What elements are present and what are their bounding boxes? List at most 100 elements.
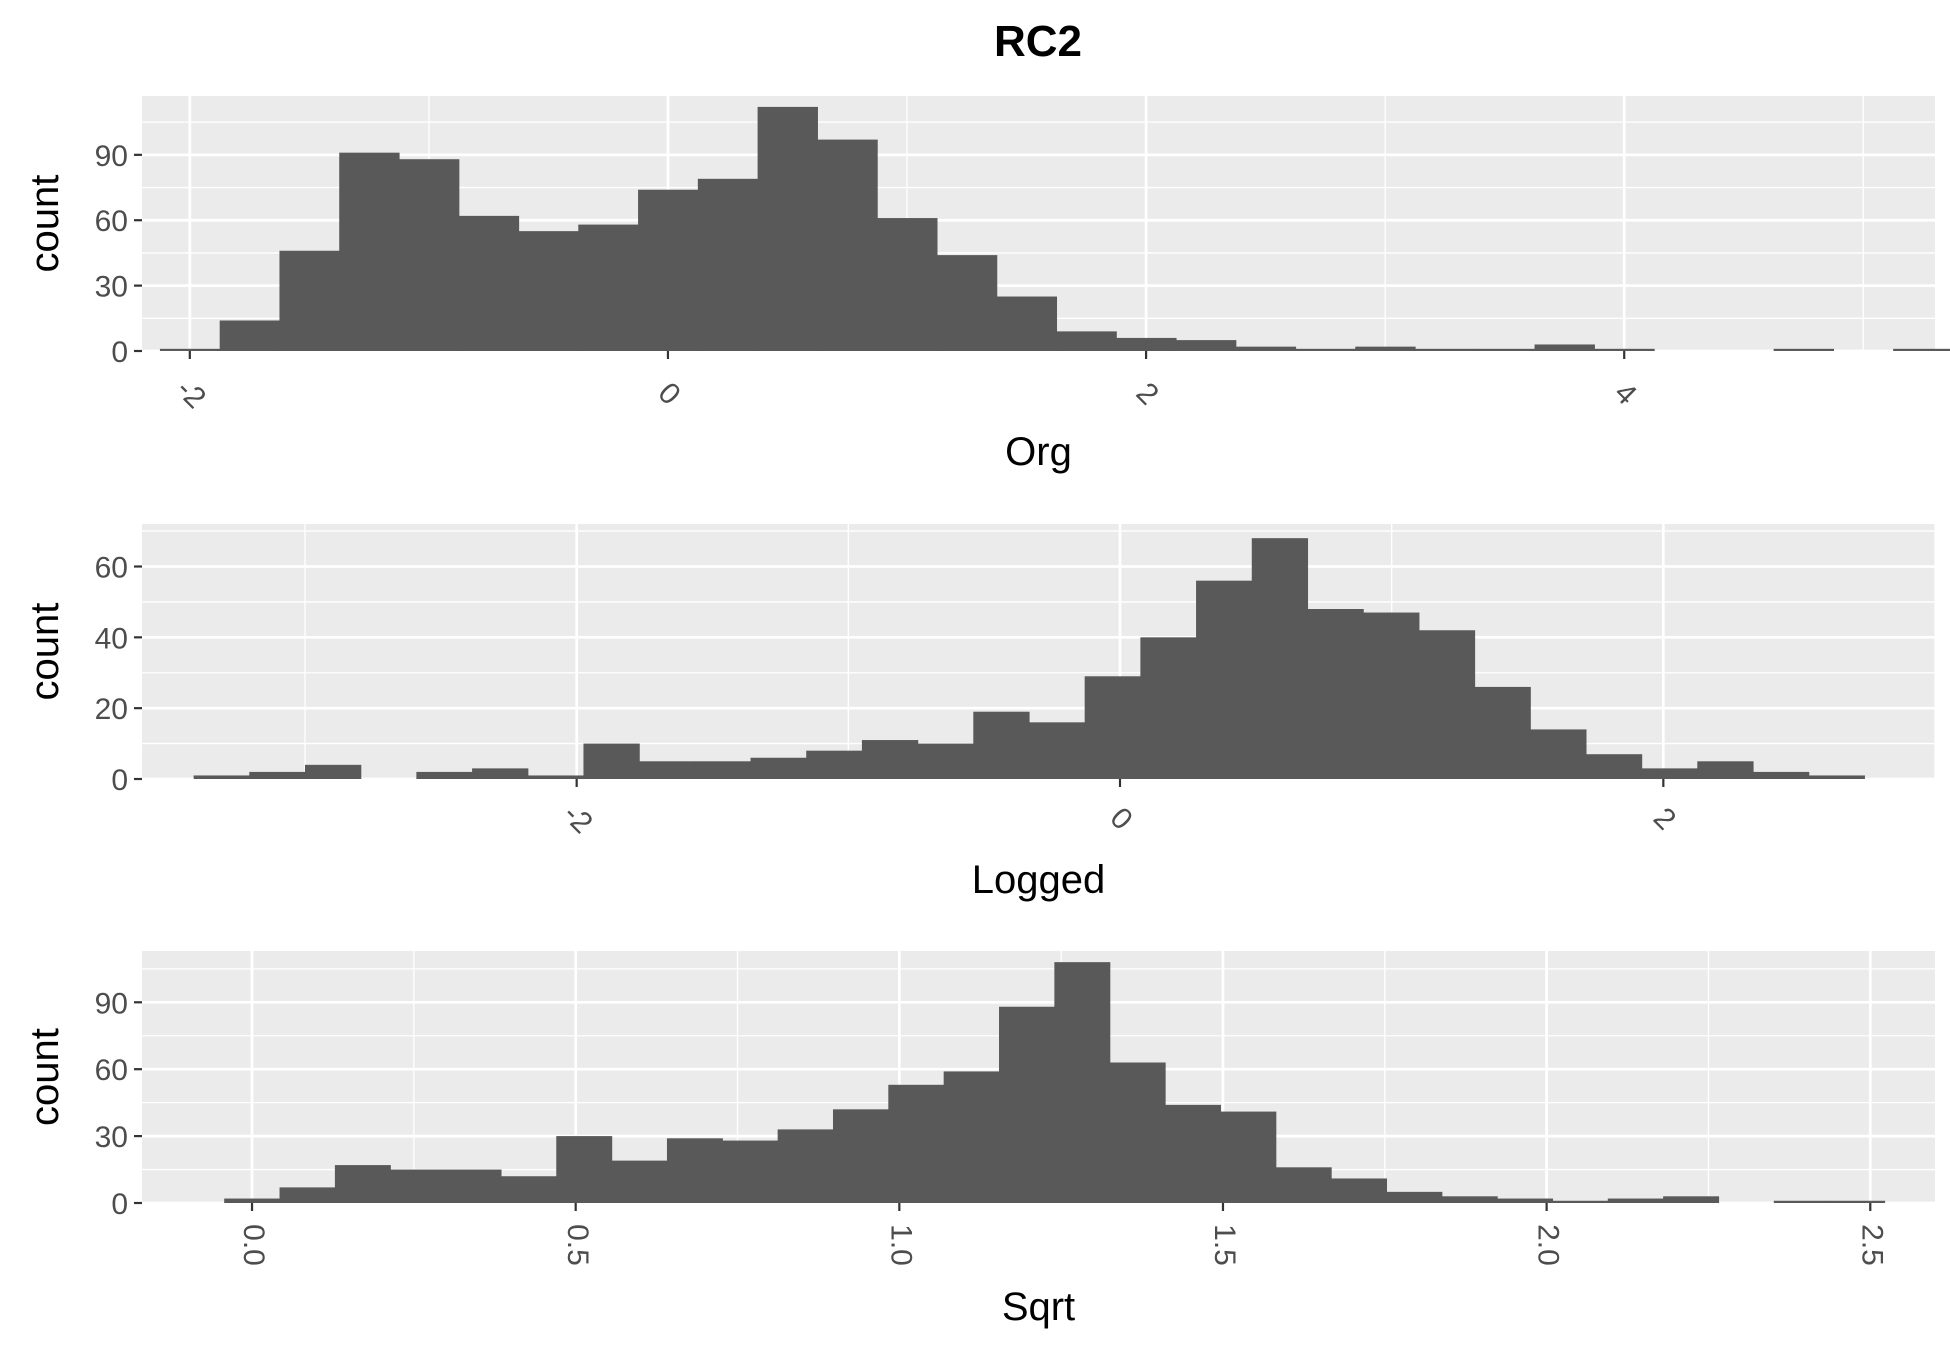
x-axis-label: Logged	[972, 858, 1105, 902]
histogram-bar	[1585, 754, 1643, 779]
histogram-bar	[279, 250, 340, 351]
histogram-bar	[527, 775, 585, 779]
x-tick-label: -2	[170, 373, 212, 415]
histogram-bar	[159, 348, 221, 351]
y-tick-label: 30	[95, 271, 128, 304]
histogram-bar	[518, 231, 579, 351]
histogram-bar	[1773, 1200, 1830, 1203]
y-tick-label: 90	[95, 140, 128, 173]
histogram-bar	[697, 178, 759, 351]
x-tick-label: 2	[1130, 376, 1165, 411]
histogram-bar	[973, 711, 1030, 779]
x-tick-label: 2.5	[1855, 1224, 1888, 1266]
x-tick-label: 0.5	[561, 1224, 594, 1266]
x-tick-label: 0	[651, 376, 686, 411]
x-tick-label: 2.0	[1532, 1224, 1565, 1266]
histogram-bar	[1028, 722, 1086, 779]
histogram-bar	[936, 255, 998, 351]
y-tick-label: 60	[95, 205, 128, 238]
histogram-bar	[1084, 676, 1141, 779]
histogram-bar	[861, 740, 919, 779]
histogram-bar	[611, 1160, 668, 1203]
histogram-bar	[1893, 348, 1950, 351]
histogram-bar	[279, 1187, 336, 1203]
histogram-bar	[1415, 348, 1476, 351]
histogram-bar	[1196, 580, 1253, 779]
histogram-bar	[339, 152, 400, 351]
y-tick-label: 90	[95, 987, 128, 1020]
x-tick-label: 0.0	[237, 1224, 270, 1266]
histogram-bar	[1474, 686, 1531, 779]
histogram-bar	[583, 743, 640, 779]
histogram-bar	[996, 296, 1058, 351]
histogram-bar	[224, 1198, 281, 1203]
histogram-bar	[1418, 630, 1476, 779]
histogram-bar	[888, 1084, 945, 1203]
y-tick-label: 20	[95, 693, 128, 726]
histogram-bar	[817, 139, 878, 351]
histogram-bar	[1552, 1200, 1609, 1203]
histogram-bar	[1175, 340, 1237, 351]
histogram-bar	[1773, 348, 1834, 351]
histogram-bar	[1641, 768, 1698, 779]
histogram-bar	[458, 215, 520, 351]
y-axis-label: count	[23, 1028, 67, 1126]
histogram-bar	[1275, 1167, 1332, 1203]
histogram-bar	[219, 320, 281, 351]
histogram-bar	[917, 743, 974, 779]
y-axis-label: count	[23, 175, 67, 273]
histogram-bar	[666, 1138, 723, 1203]
y-tick-label: 60	[95, 552, 128, 585]
x-tick-label: 2	[1647, 801, 1682, 836]
histogram-bar	[445, 1169, 502, 1203]
y-tick-label: 30	[95, 1121, 128, 1154]
histogram-bar	[578, 224, 639, 351]
histogram-bar	[1808, 775, 1865, 779]
histogram-bar	[472, 768, 529, 779]
histogram-bar	[943, 1071, 1000, 1203]
histogram-bar	[1497, 1198, 1554, 1203]
histogram-bar	[1697, 761, 1754, 779]
histogram-bar	[1165, 1104, 1221, 1203]
histogram-bar	[694, 761, 752, 779]
histogram-bar	[1235, 346, 1297, 351]
histogram-bar	[1295, 348, 1356, 351]
histogram-bar	[1363, 612, 1420, 779]
histogram-bar	[999, 1006, 1055, 1203]
histogram-bar	[638, 189, 699, 351]
histogram-bar	[1474, 348, 1536, 351]
y-tick-label: 0	[111, 764, 128, 797]
histogram-panel-3: 0 30 60 90 0.0 0.5 1.0 1.5 2.0 2.5 Sqrt count	[23, 951, 1935, 1329]
y-tick-label: 0	[111, 336, 128, 369]
histogram-bar	[1054, 962, 1111, 1203]
histogram-panels: 0 30 60 90 -2 0 2 4 Org count 0 20 40 60 -2 0 2 Logged cou…	[23, 96, 1950, 1329]
histogram-bar	[500, 1176, 557, 1203]
histogram-bar	[1607, 1198, 1664, 1203]
histogram-bar	[1752, 771, 1810, 779]
histogram-bar	[877, 218, 938, 351]
histogram-bar	[305, 764, 362, 779]
histogram-bar	[193, 775, 250, 779]
histogram-bar	[806, 750, 863, 779]
histogram-bar	[1386, 1191, 1443, 1203]
y-tick-label: 60	[95, 1054, 128, 1087]
x-tick-label: 1.5	[1208, 1224, 1241, 1266]
histogram-bar	[722, 1140, 779, 1203]
histogram-bar	[1307, 609, 1364, 779]
histogram-bar	[416, 771, 473, 779]
histogram-bar	[1441, 1196, 1498, 1203]
histogram-bar	[1251, 538, 1309, 779]
y-tick-label: 0	[111, 1188, 128, 1221]
histogram-bar	[1534, 344, 1595, 351]
histogram-bar	[398, 159, 460, 351]
histogram-panel-2: 0 20 40 60 -2 0 2 Logged count	[23, 524, 1936, 902]
y-axis-label: count	[23, 603, 67, 701]
histogram-bar	[1056, 331, 1117, 351]
x-axis-label: Sqrt	[1002, 1285, 1075, 1329]
histogram-bar	[1663, 1196, 1720, 1203]
histogram-bar	[1220, 1111, 1277, 1203]
histogram-bar	[1355, 346, 1416, 351]
x-axis-label: Org	[1005, 430, 1072, 474]
figure-title: RC2	[994, 17, 1082, 66]
